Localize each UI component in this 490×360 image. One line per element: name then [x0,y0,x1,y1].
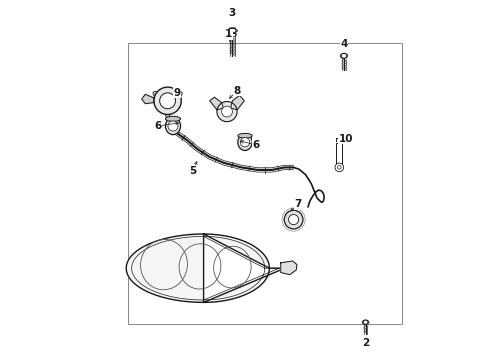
Ellipse shape [165,109,170,117]
Ellipse shape [166,117,180,135]
Circle shape [229,27,236,34]
Ellipse shape [363,320,369,324]
Text: 6: 6 [252,140,259,150]
Circle shape [168,121,178,131]
Bar [337,143,342,164]
Polygon shape [281,261,297,275]
Circle shape [160,93,175,109]
Circle shape [217,102,237,122]
Circle shape [154,87,181,114]
Text: 10: 10 [339,134,353,144]
Ellipse shape [238,133,252,138]
Ellipse shape [238,134,252,150]
Circle shape [284,210,303,229]
Text: 9: 9 [173,88,180,98]
Text: 1: 1 [225,29,232,39]
Text: 2: 2 [362,338,369,348]
Text: 3: 3 [229,8,236,18]
Ellipse shape [341,53,347,58]
Text: 5: 5 [189,166,196,176]
Circle shape [240,138,250,147]
Polygon shape [142,94,154,104]
Text: 8: 8 [233,86,241,96]
Ellipse shape [175,91,182,98]
Circle shape [289,215,298,225]
Ellipse shape [166,116,180,121]
Polygon shape [231,95,245,110]
Circle shape [335,163,343,172]
Circle shape [221,106,232,117]
Text: 6: 6 [154,121,162,131]
Text: 7: 7 [294,199,302,210]
Polygon shape [210,97,223,110]
Ellipse shape [153,91,160,98]
Text: 4: 4 [341,39,348,49]
Polygon shape [126,234,285,302]
Bar [128,43,402,324]
